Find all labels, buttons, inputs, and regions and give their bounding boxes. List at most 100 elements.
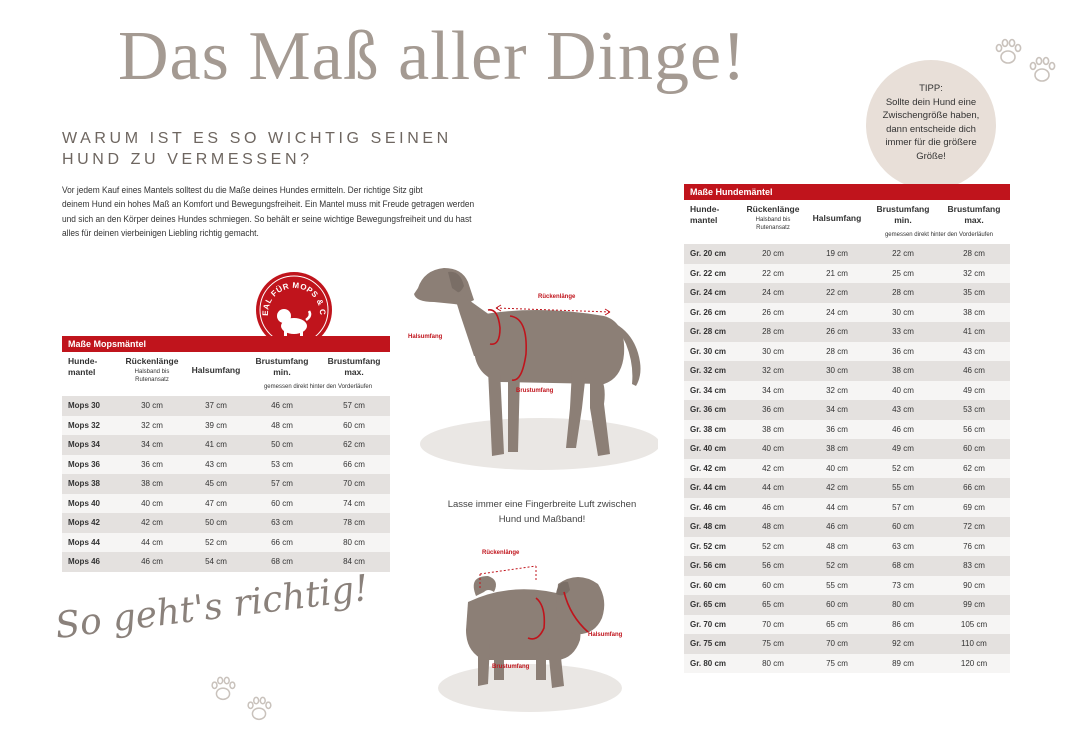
table-row: Gr. 52 cm 52 cm 48 cm 63 cm 76 cm [684,536,1010,556]
table-row: Gr. 24 cm 24 cm 22 cm 28 cm 35 cm [684,283,1010,303]
size-label: Gr. 65 cm [684,595,740,615]
size-value: 48 cm [740,517,806,537]
size-value: 62 cm [938,458,1010,478]
table-row: Gr. 44 cm 44 cm 42 cm 55 cm 66 cm [684,478,1010,498]
label-brustumfang: Brustumfang [516,388,554,394]
intro-text: Vor jedem Kauf eines Mantels solltest du… [62,183,527,240]
size-label: Gr. 30 cm [684,341,740,361]
table-row: Gr. 46 cm 46 cm 44 cm 57 cm 69 cm [684,497,1010,517]
size-value: 89 cm [868,653,938,673]
size-value: 57 cm [246,474,318,494]
chest-note: gemessen direkt hinter den Vorderläufen [884,232,994,238]
size-value: 55 cm [806,575,868,595]
size-value: 90 cm [938,575,1010,595]
size-value: 22 cm [806,283,868,303]
size-value: 46 cm [806,517,868,537]
size-value: 60 cm [806,595,868,615]
size-value: 42 cm [740,458,806,478]
mops-size-table: Maße Mopsmäntel Hunde-mantel Rückenlänge… [62,336,391,572]
size-value: 38 cm [118,474,186,494]
size-value: 28 cm [868,283,938,303]
size-value: 72 cm [938,517,1010,537]
size-value: 120 cm [938,653,1010,673]
size-value: 73 cm [868,575,938,595]
halsumfang-line [487,309,501,345]
brustumfang-line [509,315,527,381]
subtitle-line: HUND ZU VERMESSEN? [62,151,313,168]
size-value: 37 cm [186,396,246,416]
pug-illustration: Rückenlänge Halsumfang Brustumfang [438,550,623,712]
size-value: 44 cm [806,497,868,517]
size-value: 53 cm [938,400,1010,420]
size-value: 56 cm [740,556,806,576]
size-value: 28 cm [740,322,806,342]
size-value: 69 cm [938,497,1010,517]
table-row: Gr. 42 cm 42 cm 40 cm 52 cm 62 cm [684,458,1010,478]
table-row: Mops 30 30 cm 37 cm 46 cm 57 cm [62,396,391,416]
size-value: 44 cm [118,532,186,552]
page-title: Das Maß aller Dinge! [118,18,747,95]
size-value: 80 cm [318,532,391,552]
column-header: Brustumfang max. [947,204,1001,225]
size-value: 30 cm [118,396,186,416]
tipp-line: Zwischengröße haben, [882,110,980,121]
size-value: 43 cm [186,454,246,474]
column-header: Halsumfang [191,364,241,375]
table-row: Gr. 26 cm 26 cm 24 cm 30 cm 38 cm [684,302,1010,322]
so-gehts-richtig-text: So geht's richtig! [53,567,371,647]
size-value: 55 cm [868,478,938,498]
column-header: Rückenlänge Halsband bis Rutenansatz [746,204,800,231]
size-value: 80 cm [868,595,938,615]
pug-icon [277,309,312,337]
size-value: 36 cm [806,419,868,439]
size-label: Gr. 22 cm [684,263,740,283]
table-row: Mops 34 34 cm 41 cm 50 cm 62 cm [62,435,391,455]
size-value: 24 cm [806,302,868,322]
table-row: Gr. 40 cm 40 cm 38 cm 49 cm 60 cm [684,439,1010,459]
intro-line: und sich an den Körper deines Hundes sch… [62,213,472,224]
intro-line: alles für deinen vierbeinigen Liebling r… [62,227,259,238]
size-value: 32 cm [938,263,1010,283]
size-value: 76 cm [938,536,1010,556]
size-value: 39 cm [186,415,246,435]
size-label: Gr. 80 cm [684,653,740,673]
size-value: 34 cm [118,435,186,455]
subtitle-line: WARUM IST ES SO WICHTIG SEINEN [62,130,452,147]
table-row: Gr. 65 cm 65 cm 60 cm 80 cm 99 cm [684,595,1010,615]
size-value: 99 cm [938,595,1010,615]
size-value: 80 cm [740,653,806,673]
table-row: Gr. 56 cm 56 cm 52 cm 68 cm 83 cm [684,556,1010,576]
label-halsumfang: Halsumfang [588,632,623,638]
size-value: 78 cm [318,513,391,533]
size-value: 83 cm [938,556,1010,576]
size-value: 52 cm [868,458,938,478]
size-label: Gr. 28 cm [684,322,740,342]
paw-print-icon [1029,56,1056,82]
paw-print-icon [211,676,236,701]
rueckenlaenge-line [479,565,537,575]
subtitle: WARUM IST ES SO WICHTIG SEINEN HUND ZU V… [62,128,622,170]
size-value: 66 cm [318,454,391,474]
size-label: Mops 32 [62,415,118,435]
size-value: 26 cm [806,322,868,342]
size-value: 44 cm [740,478,806,498]
table-title: Maße Mopsmäntel [62,336,391,352]
label-rueckenlaenge: Rückenlänge [482,550,520,556]
size-value: 86 cm [868,614,938,634]
size-label: Gr. 32 cm [684,361,740,381]
size-value: 26 cm [740,302,806,322]
size-value: 52 cm [740,536,806,556]
label-rueckenlaenge: Rückenlänge [538,294,576,300]
size-label: Gr. 44 cm [684,478,740,498]
size-value: 46 cm [118,552,186,572]
size-value: 38 cm [938,302,1010,322]
paw-print-icon [995,38,1022,64]
size-label: Gr. 48 cm [684,517,740,537]
size-label: Mops 40 [62,493,118,513]
size-value: 75 cm [806,653,868,673]
size-value: 75 cm [740,634,806,654]
size-label: Mops 46 [62,552,118,572]
size-value: 50 cm [186,513,246,533]
brustumfang-line [527,597,546,640]
intro-line: deinem Hund ein hohes Maß an Komfort und… [62,199,475,210]
